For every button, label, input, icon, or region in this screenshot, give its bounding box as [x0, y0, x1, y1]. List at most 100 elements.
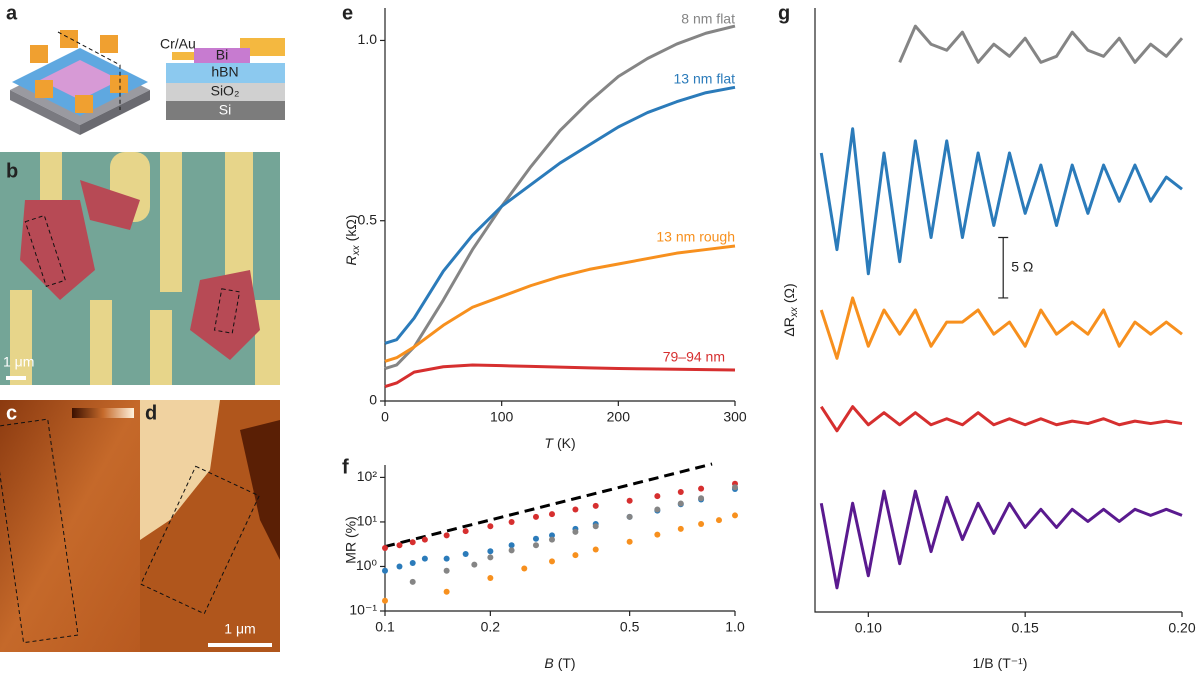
axis-var: R	[343, 255, 359, 265]
scale-bar	[998, 236, 1009, 299]
axis-sub: xx	[351, 244, 362, 256]
point	[443, 588, 450, 595]
point	[382, 544, 388, 551]
point	[732, 512, 738, 519]
point	[677, 525, 684, 532]
point	[592, 523, 599, 530]
point	[462, 551, 469, 558]
point	[487, 523, 494, 530]
point	[508, 547, 515, 554]
point	[421, 555, 428, 562]
point	[443, 567, 450, 574]
point	[532, 513, 539, 520]
scale-bar-label: 5 Ω	[1011, 258, 1033, 274]
y-axis-label: ΔRxx (Ω)	[781, 283, 800, 336]
panel-label: f	[342, 456, 349, 478]
point	[409, 578, 416, 585]
y-tick-label: 10⁰	[356, 557, 378, 573]
series-line	[819, 296, 1183, 360]
layer-label: Si	[219, 102, 231, 118]
x-tick-label: 300	[723, 409, 747, 425]
axis-var: T	[544, 435, 554, 451]
point	[626, 513, 633, 520]
series-label: 13 nm rough	[656, 229, 735, 245]
layer-label: Cr/Au	[160, 36, 196, 52]
axis-sub: xx	[789, 306, 800, 318]
point	[572, 552, 579, 559]
layer-label: SiO₂	[211, 83, 240, 99]
point	[487, 548, 494, 555]
axis-unit: (T⁻¹)	[998, 655, 1028, 671]
point	[382, 597, 388, 604]
axis-unit: (K)	[557, 435, 576, 451]
point	[508, 518, 515, 525]
point	[654, 493, 661, 500]
point	[715, 517, 722, 524]
point	[592, 502, 599, 509]
panel-label: e	[342, 2, 353, 24]
point	[677, 489, 684, 496]
point	[409, 559, 416, 566]
point	[698, 495, 705, 502]
axis-var: ΔR	[781, 317, 797, 336]
axis-line	[384, 8, 735, 402]
series-line	[898, 24, 1184, 64]
series-line	[384, 363, 736, 389]
x-tick-label: 0.5	[620, 619, 640, 635]
layer-label: hBN	[211, 64, 238, 80]
point	[572, 528, 579, 535]
y-tick-label: 10²	[357, 468, 378, 484]
x-tick-label: 0.10	[855, 620, 882, 636]
x-tick-label: 0.20	[1168, 620, 1195, 636]
x-tick-label: 0.1	[375, 619, 395, 635]
point	[487, 575, 494, 582]
series-label: 79–94 nm	[663, 349, 725, 365]
point	[548, 536, 555, 543]
x-tick-label: 100	[490, 409, 514, 425]
series-line	[819, 489, 1183, 590]
x-tick-label: 0.2	[481, 619, 501, 635]
point	[572, 506, 579, 513]
y-tick-label: 0	[369, 392, 377, 408]
point	[592, 546, 599, 553]
panel-label: b	[6, 160, 18, 182]
series-line	[384, 244, 736, 363]
point	[532, 542, 539, 549]
point	[487, 554, 494, 561]
point	[508, 542, 515, 549]
axis-line	[384, 465, 735, 612]
y-axis-label: Rxx (kΩ)	[343, 215, 362, 266]
x-axis-label: 1/B (T⁻¹)	[973, 655, 1028, 671]
point	[732, 484, 738, 491]
series-label: 8 nm flat	[681, 11, 735, 27]
y-axis-label: MR (%)	[343, 516, 359, 563]
layer-stack	[166, 38, 285, 120]
axis-var: 1/B	[973, 655, 994, 671]
panel-label: a	[6, 2, 18, 24]
y-tick-label: 10⁻¹	[349, 602, 377, 618]
point	[698, 520, 705, 527]
point	[396, 542, 403, 549]
y-tick-label: 0.5	[358, 211, 378, 227]
x-tick-label: 0	[381, 409, 389, 425]
y-tick-label: 1.0	[358, 31, 378, 47]
point	[548, 558, 555, 565]
scale-bar-label: 1 μm	[3, 354, 34, 370]
point	[548, 532, 555, 539]
point	[548, 511, 555, 518]
axis-var: B	[544, 655, 553, 671]
point	[654, 506, 661, 513]
panel-label: c	[6, 402, 17, 424]
device-schematic	[10, 30, 150, 135]
axis-unit: (T)	[558, 655, 576, 671]
x-tick-label: 1.0	[725, 619, 745, 635]
series-line	[820, 405, 1183, 433]
point	[462, 528, 469, 535]
point	[409, 539, 416, 546]
x-axis-label: B (T)	[544, 655, 575, 671]
series-line	[384, 24, 736, 370]
x-axis-label: T (K)	[544, 435, 575, 451]
point	[626, 497, 633, 504]
axis-line	[814, 8, 1182, 613]
